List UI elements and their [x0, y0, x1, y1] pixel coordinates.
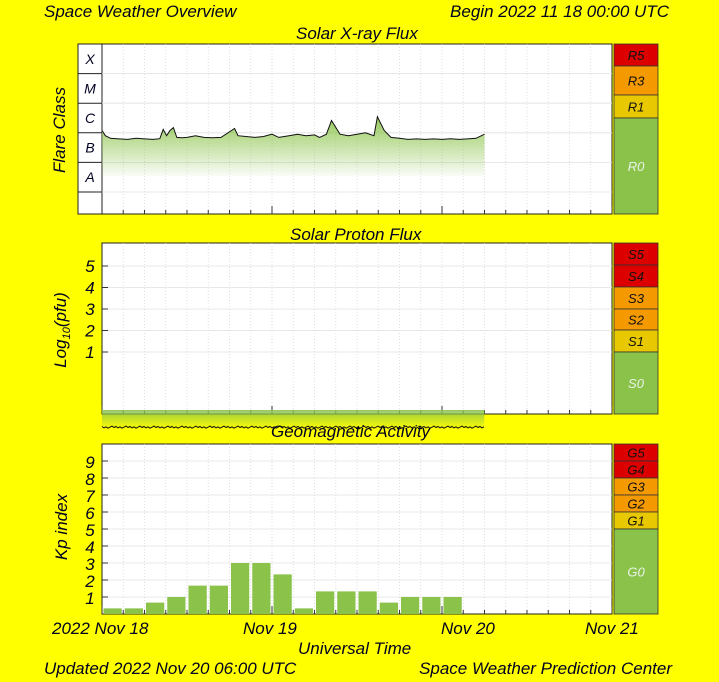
proton-scale-label-s3: S3 [628, 291, 645, 306]
xray-scale-label-r0: R0 [628, 159, 645, 174]
xray-scale-label-r5: R5 [628, 48, 645, 63]
kp-ytick-label-6: 6 [85, 504, 95, 523]
kp-ytick-label-3: 3 [85, 555, 95, 574]
proton-ytick-label-1: 1 [85, 343, 94, 362]
proton-ytick-label-2: 2 [84, 322, 95, 341]
proton-ytick-label-5: 5 [85, 257, 95, 276]
kp-bar-8 [273, 574, 292, 614]
kp-ytick-label-8: 8 [85, 470, 95, 489]
xray-scale-label-r3: R3 [628, 74, 645, 89]
kp-ytick-label-4: 4 [85, 538, 94, 557]
kp-bar-10 [316, 591, 335, 614]
proton-scale-band-s0 [613, 351, 659, 415]
kp-scale-band-g0 [613, 528, 659, 615]
proton-plot-area [101, 242, 613, 415]
kp-scale-label-g0: G0 [627, 565, 645, 580]
proton-flux-line [101, 425, 485, 429]
xray-flux-area [102, 116, 485, 176]
x-tick-label-1: Nov 19 [243, 619, 297, 638]
kp-scale-label-g2: G2 [627, 497, 645, 512]
proton-scale-label-s1: S1 [628, 334, 644, 349]
kp-ytick-label-5: 5 [85, 521, 95, 540]
kp-bar-5 [209, 585, 228, 614]
kp-bar-9 [294, 608, 313, 614]
xray-class-column [77, 43, 103, 215]
kp-scale-label-g4: G4 [627, 463, 644, 478]
xray-panel-title: Solar X-ray Flux [296, 24, 418, 43]
xray-scale-band-r0 [613, 117, 659, 215]
kp-ytick-label-1: 1 [85, 589, 94, 608]
footer-updated: Updated 2022 Nov 20 06:00 UTC [44, 659, 297, 678]
x-axis-label: Universal Time [298, 639, 412, 658]
kp-bar-0 [103, 608, 122, 614]
kp-bar-12 [358, 591, 377, 614]
x-tick-label-3: Nov 21 [585, 619, 639, 638]
proton-panel-title: Solar Proton Flux [290, 225, 422, 244]
kp-ytick-label-7: 7 [85, 487, 95, 506]
kp-bar-15 [422, 597, 441, 614]
kp-bar-16 [443, 597, 462, 614]
xray-flux-line [101, 115, 485, 140]
kp-ytick-label-2: 2 [84, 572, 95, 591]
header-begin-time: Begin 2022 11 18 00:00 UTC [450, 2, 669, 21]
xray-class-label-b: B [85, 140, 94, 156]
proton-scale-label-s0: S0 [628, 376, 645, 391]
x-tick-label-2: Nov 20 [441, 619, 495, 638]
proton-ytick-label-4: 4 [85, 279, 94, 298]
kp-bar-2 [146, 602, 165, 614]
kp-bar-13 [379, 602, 398, 614]
kp-bar-7 [252, 563, 271, 614]
kp-bar-14 [401, 597, 420, 614]
header-title: Space Weather Overview [44, 2, 237, 21]
xray-class-label-m: M [84, 80, 96, 96]
kp-scale-label-g1: G1 [627, 514, 644, 529]
kp-bar-3 [167, 597, 186, 614]
xray-class-label-c: C [85, 110, 96, 126]
kp-bar-6 [231, 563, 250, 614]
proton-flux-area [102, 410, 485, 429]
kp-bar-4 [188, 585, 207, 614]
kp-bar-11 [337, 591, 356, 614]
x-tick-label-0: 2022 Nov 18 [52, 619, 149, 638]
proton-scale-label-s4: S4 [628, 269, 644, 284]
xray-class-label-x: X [84, 51, 95, 67]
proton-ytick-label-3: 3 [85, 300, 95, 319]
kp-scale-label-g3: G3 [627, 480, 645, 495]
xray-scale-band-r3 [613, 65, 659, 96]
kp-scale-label-g5: G5 [627, 446, 645, 461]
xray-scale-label-r1: R1 [628, 100, 645, 115]
footer-center: Space Weather Prediction Center [419, 659, 672, 678]
kp-ytick-label-9: 9 [85, 453, 95, 472]
xray-class-label-a: A [84, 169, 94, 185]
proton-scale-label-s5: S5 [628, 247, 645, 262]
kp-bar-1 [124, 608, 143, 614]
proton-scale-label-s2: S2 [628, 313, 645, 328]
